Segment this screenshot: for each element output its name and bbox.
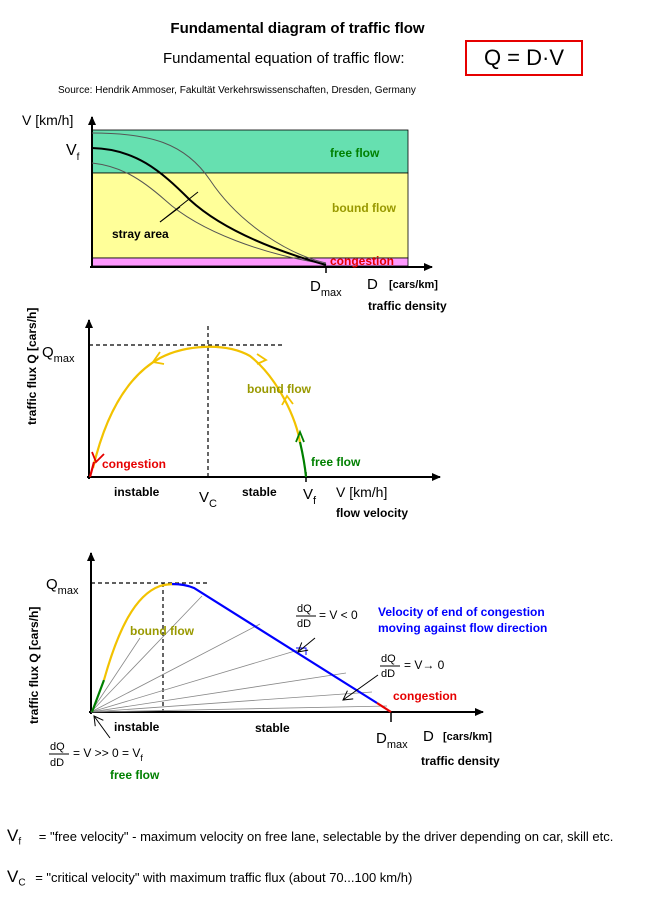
x-axis-caption: flow velocity [336,506,408,520]
legend-symbol: V [7,826,19,845]
qmax-label: Qmax [42,344,75,365]
stray-area-label: stray area [112,227,169,241]
congestion-segment [376,702,392,713]
bound-flow-label: bound flow [332,201,397,215]
stable-label: stable [242,485,277,499]
y-axis-label: traffic flux Q [cars/h] [25,308,39,425]
dmax-label: Dmax [310,278,342,299]
free-flow-label: free flow [110,768,160,782]
arrow-top-right [256,353,268,365]
vf-label: Vf [303,486,317,507]
svg-text:dQ: dQ [297,603,312,615]
svg-text:dD: dD [297,618,311,630]
bound-flow-band [91,172,409,259]
svg-text:= V < 0: = V < 0 [319,608,358,622]
x-axis-symbol: D [367,276,378,293]
bound-flow-label: bound flow [247,382,312,396]
svg-text:= V→ 0: = V→ 0 [404,658,445,672]
congestion-velocity-line [171,582,378,704]
legend-subscript: C [18,877,26,889]
stray-pointer-2 [159,206,181,223]
dmax-label: Dmax [376,730,408,751]
stray-lower-curve [91,162,327,265]
legend-vf: Vf = "free velocity" - maximum velocity … [7,826,613,848]
stray-upper-curve [91,132,327,264]
svg-text:dQ: dQ [50,741,65,753]
qmax-label: Qmax [46,576,79,597]
vc-label: VC [199,489,217,510]
legend-vc: VC = "critical velocity" with maximum tr… [7,867,412,889]
svg-text:dD: dD [381,668,395,680]
arrow-top-left [151,351,165,365]
congestion-segment [88,461,96,478]
congestion-label: congestion [102,457,166,471]
svg-text:dD: dD [50,757,64,769]
flux-curve [91,345,302,469]
y-axis-label: V [km/h] [22,112,73,128]
pointer-eq2 [342,674,379,701]
vf-label: Vf [66,142,80,163]
arrow-free [295,429,305,443]
x-axis-label: V [km/h] [336,484,387,500]
x-axis-symbol: D [423,728,434,745]
equation-box: Q = D·V [465,40,583,76]
velocity-curve [91,147,327,266]
flux-density-diagram: traffic flux Q [cars/h] Qmax bound flow … [27,552,547,782]
slope-equation-negative: dQ dD = V < 0 [296,603,358,630]
equation-label: Fundamental equation of traffic flow: [163,50,405,67]
instable-label: instable [114,485,160,499]
free-flow-segment [90,679,106,713]
bound-flow-segment [102,582,179,681]
velocity-density-diagram: stray area V [km/h] Vf free flow bound f… [22,112,447,313]
page-title: Fundamental diagram of traffic flow [170,20,425,37]
velocity-note-line2: moving against flow direction [378,621,547,635]
velocity-note-line1: Velocity of end of congestion [378,605,545,619]
legend-symbol: V [7,867,19,886]
x-axis-unit: [cars/km] [389,279,438,291]
x-axis-unit: [cars/km] [443,731,492,743]
pointer-eq3 [93,715,111,739]
legend-subscript: f [18,836,22,848]
free-flow-label: free flow [311,455,361,469]
instable-label: instable [114,720,160,734]
y-axis-label: traffic flux Q [cars/h] [27,607,41,724]
x-axis-label: traffic density [368,299,447,313]
congestion-label: congestion [393,689,457,703]
legend-text: = "free velocity" - maximum velocity on … [38,829,614,844]
free-flow-label: free flow [330,146,380,160]
slope-equation-zero: dQ dD = V→ 0 [380,653,445,680]
x-axis-label: traffic density [421,754,500,768]
free-flow-segment [298,441,308,478]
pointer-eq1 [297,637,316,653]
slope-equation-free: dQ dD = V >> 0 = Vf [49,741,143,769]
arrow-congestion [91,451,105,464]
svg-text:dQ: dQ [381,653,396,665]
source-note: Source: Hendrik Ammoser, Fakultät Verkeh… [58,85,416,96]
congestion-label: congestion [330,254,394,268]
arrow-bound-right [281,394,294,406]
stable-label: stable [255,721,290,735]
legend-text: = "critical velocity" with maximum traff… [35,870,413,885]
svg-text:= V >> 0 = Vf: = V >> 0 = Vf [73,746,143,763]
velocity-rays [90,595,388,713]
flux-velocity-diagram: traffic flux Q [cars/h] Qmax bound flow … [25,308,441,520]
bound-flow-label: bound flow [130,624,195,638]
